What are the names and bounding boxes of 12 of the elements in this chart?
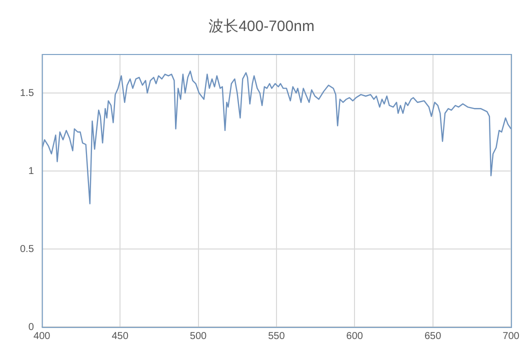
x-tick-label: 600	[346, 330, 364, 342]
x-tick-label: 400	[34, 330, 51, 342]
y-tick-label: 1.5	[20, 88, 34, 99]
chart-title: 波长400-700nm	[208, 18, 314, 36]
x-tick-label: 500	[190, 330, 208, 342]
y-tick-label: 1	[28, 166, 34, 177]
x-tick-label: 650	[424, 330, 442, 342]
x-tick-label: 550	[268, 330, 286, 342]
x-tick-label: 700	[502, 330, 520, 342]
x-tick-label: 450	[112, 330, 129, 342]
y-tick-label: 0.5	[20, 244, 34, 255]
y-tick-label: 0	[28, 322, 34, 333]
